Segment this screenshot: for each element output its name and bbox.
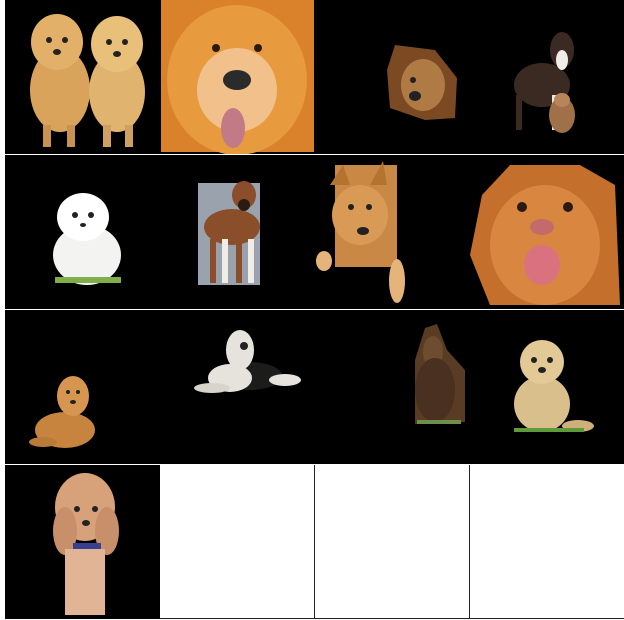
grid-cell-chow-chow[interactable] <box>160 0 315 154</box>
shepherd-mix-image <box>316 161 405 303</box>
grid-cell-cavapoo[interactable] <box>5 465 160 619</box>
golden-puppy-lying-image <box>29 376 95 448</box>
boxer-image <box>198 181 260 285</box>
grid-cell-pomeranians[interactable] <box>5 0 160 154</box>
afghan-hound-image <box>415 324 465 424</box>
grid-cell-golden-retriever-puppy[interactable] <box>470 310 624 464</box>
border-collie-image <box>514 32 575 133</box>
cavapoo-image <box>53 473 119 615</box>
grid-cell-empty-2 <box>315 465 470 619</box>
golden-retriever-puppy-image <box>514 340 594 432</box>
grid-cell-sheepdog[interactable] <box>160 310 315 464</box>
grid-cell-small-brown-dog[interactable] <box>315 0 470 154</box>
grid-cell-empty-1 <box>160 465 315 619</box>
small-brown-dog-image <box>387 45 457 120</box>
pomeranians-image <box>30 14 145 147</box>
grid-cell-boxer[interactable] <box>160 155 315 309</box>
grid-cell-afghan-hound[interactable] <box>315 310 470 464</box>
sheepdog-image <box>194 330 301 393</box>
grid-cell-shepherd-mix[interactable] <box>315 155 470 309</box>
white-puppy-image <box>53 193 121 285</box>
grid-cell-golden-puppy-lying[interactable] <box>5 310 160 464</box>
chow-chow-image <box>161 0 314 154</box>
tolling-retriever-image <box>470 165 620 305</box>
grid-cell-white-puppy[interactable] <box>5 155 160 309</box>
grid-cell-border-collie[interactable] <box>470 0 624 154</box>
grid-cell-tolling-retriever[interactable] <box>470 155 624 309</box>
grid-cell-empty-3 <box>470 465 624 619</box>
